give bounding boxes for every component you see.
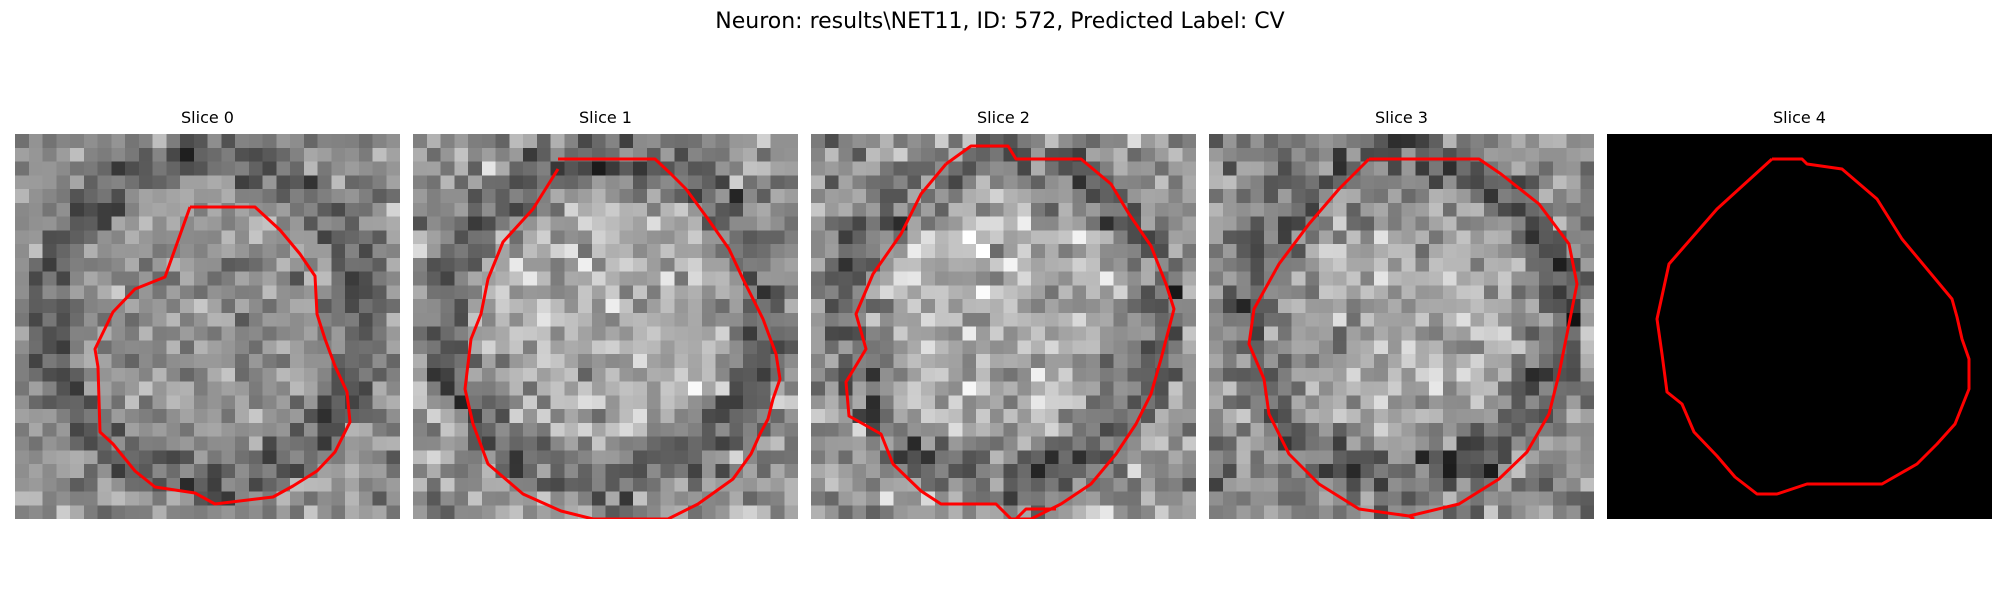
- contour-0: [93, 205, 352, 506]
- slice-panel-2: Slice 2: [811, 106, 1196, 526]
- slice-image-2: [811, 134, 1196, 519]
- contour-2-fragment: [1014, 507, 1056, 519]
- contour-3: [1247, 157, 1579, 518]
- slice-image-1: [413, 134, 798, 519]
- figure-title: Neuron: results\NET11, ID: 572, Predicte…: [715, 9, 1285, 34]
- slice-title-4: Slice 4: [1773, 108, 1826, 127]
- slice-panel-1: Slice 1: [413, 106, 798, 526]
- grayscale-slice-3: [1209, 134, 1594, 519]
- grayscale-slice-0: [15, 134, 400, 519]
- slice-panel-3: Slice 3: [1209, 106, 1594, 526]
- mask-background: [1607, 134, 1992, 519]
- slice-title-3: Slice 3: [1375, 108, 1428, 127]
- slice-title-1: Slice 1: [579, 108, 632, 127]
- slice-image-0: [15, 134, 400, 519]
- contour-1: [463, 157, 782, 519]
- slice-image-3: [1209, 134, 1594, 519]
- contour-3-fragment: [1408, 514, 1415, 519]
- slice-panel-4: Slice 4: [1607, 106, 1992, 526]
- slice-image-4: [1607, 134, 1992, 519]
- grayscale-slice-2: [811, 134, 1196, 519]
- grayscale-slice-1: [413, 134, 798, 519]
- slice-title-2: Slice 2: [977, 108, 1030, 127]
- slice-panel-0: Slice 0: [15, 106, 400, 526]
- contour-4: [1655, 157, 1971, 496]
- contour-2: [844, 144, 1176, 519]
- slice-title-0: Slice 0: [181, 108, 234, 127]
